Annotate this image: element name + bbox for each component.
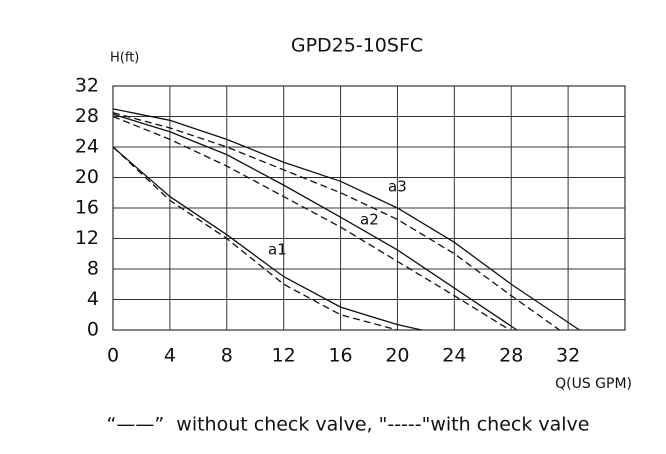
x-tick-label: 24 (442, 345, 466, 367)
line-style-note: “——” without check valve, "-----"with ch… (107, 414, 590, 436)
y-tick-label: 16 (75, 197, 99, 219)
x-axis-label: Q(US GPM) (555, 376, 632, 392)
x-tick-label: 32 (556, 345, 580, 367)
y-tick-label: 8 (87, 258, 99, 280)
curve-label: a2 (360, 211, 379, 229)
y-axis-label: H(ft) (110, 51, 139, 66)
y-tick-label: 20 (75, 166, 99, 188)
x-tick-label: 0 (107, 345, 119, 367)
x-tick-label: 12 (272, 345, 296, 367)
y-tick-label: 12 (75, 227, 99, 249)
x-tick-label: 16 (328, 345, 352, 367)
y-tick-label: 24 (75, 136, 99, 158)
y-tick-label: 0 (87, 319, 99, 341)
curve (112, 146, 398, 331)
curve-label: a3 (388, 178, 407, 196)
curve (112, 113, 518, 331)
y-tick-label: 28 (75, 105, 99, 127)
y-tick-label: 32 (75, 75, 99, 97)
curve (112, 115, 511, 331)
curve (112, 146, 422, 331)
curve (112, 108, 580, 331)
x-tick-label: 28 (499, 345, 523, 367)
x-tick-label: 4 (164, 345, 176, 367)
y-tick-label: 4 (87, 288, 99, 310)
curve-label: a1 (268, 241, 287, 259)
curve (112, 112, 560, 331)
chart-title: GPD25-10SFC (291, 35, 423, 57)
x-tick-label: 8 (221, 345, 233, 367)
x-tick-label: 20 (385, 345, 409, 367)
